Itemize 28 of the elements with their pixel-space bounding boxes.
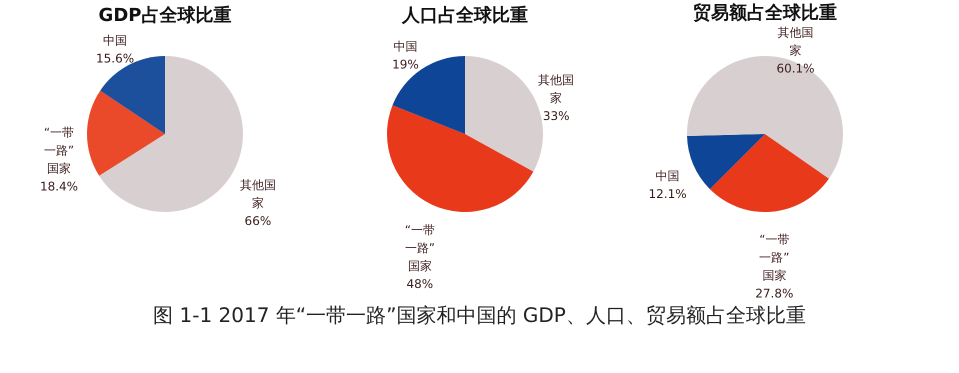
caption: 图 1-1 2017 年“一带一路”国家和中国的 GDP、人口、贸易额占全球比重	[152, 302, 807, 329]
data-label: 48%	[406, 276, 434, 291]
data-label: 60.1%	[776, 61, 815, 76]
slice-label: “一带一路”国家	[404, 222, 435, 273]
slice-label: 中国	[103, 33, 128, 48]
slice-label: “一带一路”国家	[44, 126, 74, 176]
pie-slice	[710, 134, 829, 212]
data-label: 19%	[392, 57, 419, 72]
chart-title: 贸易额占全球比重	[693, 2, 837, 24]
pie-slice	[687, 134, 765, 190]
slice-label: “一带一路”国家	[759, 232, 790, 283]
slice-label: 中国	[656, 168, 680, 183]
data-label: 27.8%	[755, 286, 794, 301]
pie-slice	[392, 56, 465, 134]
slice-label: 其他国家	[778, 25, 814, 58]
slice-label: 其他国家	[240, 178, 276, 210]
data-label: 33%	[542, 109, 570, 124]
chart-title: GDP占全球比重	[98, 5, 232, 26]
chart-title: 人口占全球比重	[401, 5, 528, 26]
pie-slice	[87, 90, 165, 176]
slice-label: 中国	[393, 39, 418, 54]
slice-label: 其他国家	[538, 73, 574, 106]
data-label: 66%	[244, 214, 272, 228]
data-label: 12.1%	[648, 186, 687, 201]
data-label: 18.4%	[40, 180, 78, 194]
pie-slice	[387, 105, 534, 212]
pie-slice	[687, 56, 843, 179]
data-label: 15.6%	[96, 51, 134, 66]
